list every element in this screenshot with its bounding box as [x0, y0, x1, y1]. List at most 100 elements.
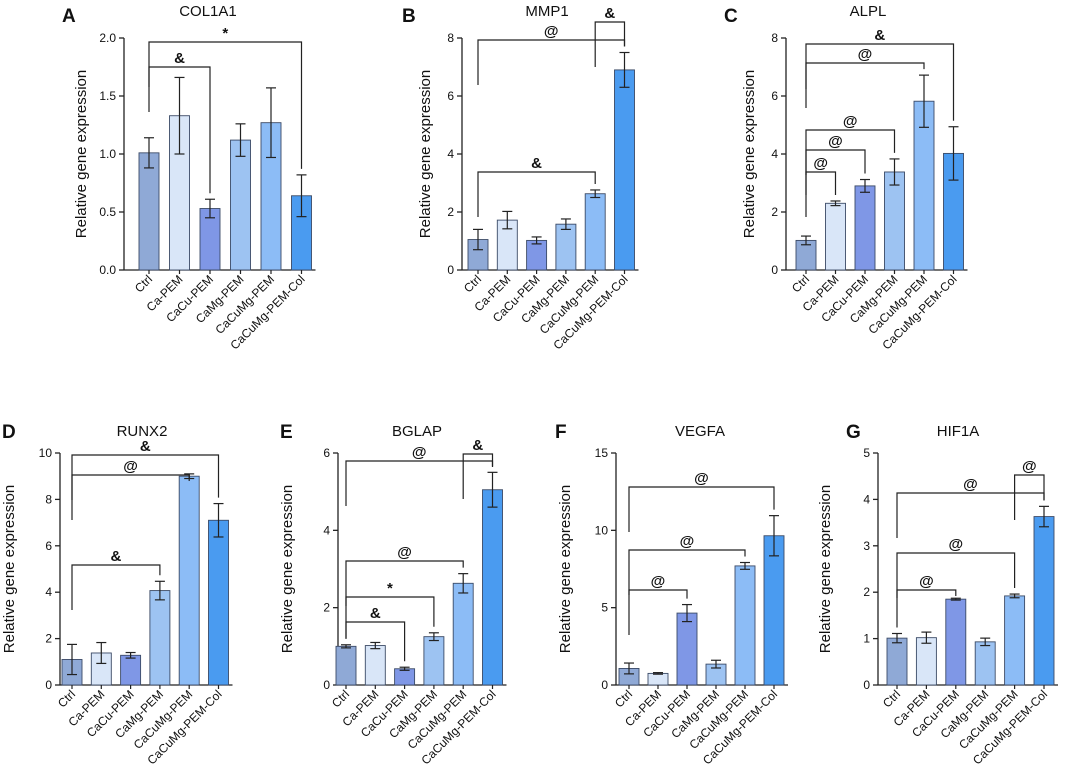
error-bar: [125, 651, 136, 659]
error-bar: [370, 641, 381, 650]
error-bar: [154, 580, 165, 601]
significance-bracket: @: [628, 573, 688, 635]
significance-bracket: @: [1014, 458, 1045, 520]
y-tick-label: 0: [45, 678, 52, 692]
panel-label: A: [62, 6, 76, 27]
error-bar: [830, 200, 841, 207]
significance-bracket: &: [462, 437, 494, 499]
bar-cacumg-pem-col: [208, 519, 229, 686]
bar-camg-pem: [423, 636, 445, 686]
y-tick-label: 5: [863, 446, 870, 460]
significance-label: @: [680, 533, 695, 550]
error-bar: [205, 198, 215, 219]
significance-bracket: @: [896, 476, 1045, 538]
y-tick-label: 4: [771, 147, 778, 161]
error-bar: [682, 603, 692, 623]
error-bar: [96, 641, 107, 665]
y-tick-label: 1.5: [99, 89, 116, 103]
error-bar: [67, 643, 77, 676]
bar-cacumg-pem-col: [1033, 516, 1055, 686]
y-tick-label: 15: [595, 446, 609, 460]
panel-label: G: [846, 422, 861, 443]
significance-bracket: *: [148, 25, 303, 169]
significance-label: &: [472, 437, 483, 454]
error-bar: [590, 189, 601, 199]
panel-label: C: [724, 6, 738, 27]
significance-label: *: [387, 580, 393, 597]
error-bar: [624, 662, 634, 675]
x-tick-label: Ctrl: [55, 687, 78, 710]
significance-label: @: [948, 536, 963, 553]
y-axis-label: Relative gene expression: [741, 70, 758, 238]
significance-bracket: &: [594, 5, 626, 67]
significance-label: @: [412, 444, 427, 461]
bar-cacumg-pem-col: [482, 489, 503, 686]
bar-ca-pem: [647, 672, 669, 686]
significance-label: @: [544, 23, 559, 40]
y-tick-label: 2: [447, 205, 454, 219]
x-tick-label: Ctrl: [612, 687, 635, 710]
bar-camg-pem: [149, 590, 171, 686]
significance-label: @: [123, 458, 138, 475]
y-axis-label: Relative gene expression: [73, 70, 90, 238]
y-tick-label: 6: [45, 539, 52, 553]
significance-bracket: @: [345, 544, 464, 606]
bar-ctrl: [138, 152, 160, 271]
significance-label: &: [174, 50, 185, 67]
y-tick-label: 0: [323, 678, 330, 692]
bar-cacumg-pem: [452, 582, 474, 686]
panel-d: D RUNX2 Relative gene expression 0 2 4 6 8 10 Ctr…: [1, 422, 233, 767]
y-tick-label: 1.0: [99, 147, 116, 161]
y-tick-label: 8: [45, 492, 52, 506]
y-axis-label: Relative gene expression: [1, 485, 18, 653]
error-bar: [1039, 505, 1049, 528]
significance-label: @: [828, 133, 843, 150]
y-axis-label: Relative gene expression: [279, 485, 296, 653]
y-tick-label: 2.0: [99, 31, 116, 45]
y-tick-label: 4: [323, 523, 330, 537]
bar-cacu-pem: [676, 612, 698, 686]
error-bar: [921, 631, 932, 644]
y-tick-label: 4: [45, 585, 52, 599]
bar-ca-pem: [364, 645, 386, 686]
y-tick-label: 0: [771, 263, 778, 277]
bar-cacumg-pem-col: [763, 535, 785, 686]
bar-ca-pem: [915, 637, 937, 686]
error-bar: [892, 632, 902, 644]
bar-cacumg-pem: [734, 565, 756, 686]
error-bar: [213, 502, 224, 538]
bar-cacu-pem: [854, 185, 876, 271]
y-tick-label: 0: [447, 263, 454, 277]
bar-cacumg-pem: [584, 193, 606, 271]
x-tick-label: Ctrl: [461, 272, 484, 295]
error-bar: [801, 235, 811, 246]
significance-label: @: [694, 470, 709, 487]
significance-label: @: [858, 46, 873, 63]
chart-title: ALPL: [850, 3, 887, 20]
chart-title: RUNX2: [117, 423, 168, 440]
bar-camg-pem: [230, 139, 251, 271]
y-tick-label: 8: [771, 31, 778, 45]
significance-bracket: @: [896, 573, 957, 628]
x-tick-label: Ctrl: [880, 687, 903, 710]
error-bar: [860, 178, 870, 193]
error-bar: [235, 123, 246, 157]
error-bar: [711, 659, 721, 669]
error-bar: [428, 632, 439, 642]
y-tick-label: 6: [323, 446, 330, 460]
chart-title: BGLAP: [392, 423, 442, 440]
significance-bracket: &: [477, 155, 596, 217]
significance-bracket: @: [805, 46, 925, 108]
error-bar: [653, 672, 663, 675]
significance-label: @: [813, 155, 828, 172]
panel-label: B: [402, 6, 416, 27]
bar-ctrl: [886, 637, 908, 686]
error-bar: [341, 644, 351, 649]
y-axis-label: Relative gene expression: [557, 485, 574, 653]
y-tick-label: 0.0: [99, 263, 116, 277]
panel-label: D: [2, 422, 16, 443]
error-bar: [458, 573, 469, 594]
significance-bracket: @: [477, 23, 626, 85]
